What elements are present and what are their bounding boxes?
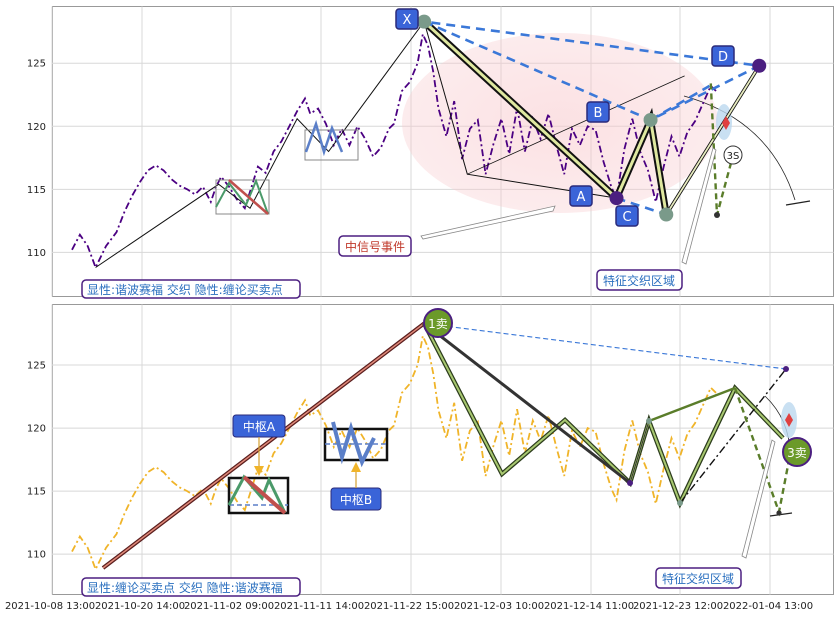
pivot-wave-a-bottom (227, 474, 287, 514)
y-tick-label: 115 (27, 487, 46, 498)
sell3-marker: 3卖 (782, 437, 812, 467)
x-tick-label: 2021-12-03 10:00 (454, 601, 544, 612)
pivot-dot (783, 366, 789, 372)
top-feature-zone-text: 特征交织区域 (603, 273, 675, 288)
pivot-dot (677, 500, 683, 506)
ac-dashed (616, 196, 667, 216)
pivot-b-text: 中枢B (340, 492, 372, 507)
x-tick-label: 2021-11-22 15:00 (364, 601, 454, 612)
c-segment (629, 420, 650, 484)
inner-stroke-b (467, 75, 685, 175)
point-dot-d (752, 58, 767, 73)
mid-signal-event-callout: 中信号事件 (338, 205, 556, 257)
x-tick-label: 2022-01-04 13:00 (723, 601, 813, 612)
top-price-line (71, 31, 717, 270)
svg-text:C: C (622, 210, 631, 225)
x-tick-label: 2021-11-02 09:00 (184, 601, 274, 612)
pivot-dot (627, 480, 633, 486)
projection-end-dot-bottom (776, 510, 782, 516)
pivot-a-text: 中枢A (243, 419, 276, 434)
bottom-grid (51, 304, 834, 595)
pivot-wave-b (304, 119, 344, 157)
blue-dashed-line (424, 322, 787, 370)
cd-leg (665, 65, 760, 216)
x-tick-label: 2021-12-23 12:00 (633, 601, 723, 612)
pivot-seg-a-bottom (242, 475, 287, 515)
top-y-axis: 110 115 120 125 (27, 59, 46, 259)
pivot-box-a-bottom (227, 476, 290, 515)
y-tick-label: 125 (27, 59, 46, 70)
point-dot-a (609, 191, 624, 206)
point-dot-x (417, 14, 432, 29)
point-d-label: D (711, 45, 735, 67)
segment-line-b (648, 386, 736, 423)
xa-leg (423, 20, 618, 200)
x-axis: 2021-10-08 13:00 2021-10-20 14:002021-11-… (5, 601, 813, 612)
up-stroke (102, 322, 425, 569)
point-dot-b (643, 112, 658, 127)
xbd-triangle (423, 20, 764, 122)
segment-line (423, 322, 631, 485)
x-tick-label: 2021-11-11 14:00 (274, 601, 364, 612)
top-legend-box: 显性:谐波赛福 交织 隐性:缠论买卖点 (81, 279, 301, 299)
mid-signal-event-text: 中信号事件 (345, 239, 405, 254)
top-price-series (71, 31, 717, 270)
point-a-label: A (569, 185, 593, 207)
svg-text:B: B (594, 106, 603, 121)
pivot-wave-b-bottom (331, 421, 376, 468)
pivot-b-callout: 中枢B (330, 462, 382, 511)
pivot-dot (646, 418, 652, 424)
svg-text:A: A (577, 190, 586, 205)
pivot-a-callout: 中枢A (232, 414, 286, 476)
pivot-box-a (215, 179, 270, 215)
bottom-feature-zone-callout: 特征交织区域 (655, 439, 776, 589)
sell3-small-marker: 3S (723, 145, 743, 165)
sell3-diamond (785, 413, 793, 427)
bottom-price-series (71, 333, 717, 572)
pivot-seg-a (228, 179, 269, 215)
y-tick-label: 115 (27, 185, 46, 196)
svg-text:D: D (718, 50, 728, 65)
bottom-legend-text: 显性:缠论买卖点 交织 隐性:谐波赛福 (87, 580, 283, 595)
bottom-feature-zone-text: 特征交织区域 (662, 571, 734, 586)
y-tick-label: 125 (27, 361, 46, 372)
sell3-small-text: 3S (727, 151, 740, 162)
svg-text:X: X (403, 13, 412, 28)
bottom-plot-area (52, 304, 834, 595)
x-tick-label: 2021-10-08 13:00 (5, 601, 95, 612)
x-tick-label: 2021-10-20 14:00 (95, 601, 185, 612)
bottom-y-axis: 110 115 120 125 (27, 361, 46, 561)
bd-dashed (649, 84, 711, 122)
y-tick-label: 120 (27, 424, 46, 435)
x-tick-label: 2021-12-14 11:00 (544, 601, 634, 612)
pivot-wave-a (215, 178, 269, 215)
projection-end-dot (714, 212, 720, 218)
y-tick-label: 120 (27, 122, 46, 133)
top-legend-text: 显性:谐波赛福 交织 隐性:缠论买卖点 (87, 282, 283, 297)
y-tick-label: 110 (27, 550, 46, 561)
bottom-legend-box: 显性:缠论买卖点 交织 隐性:谐波赛福 (81, 577, 301, 597)
y-tick-label: 110 (27, 248, 46, 259)
projection-arc-tick (785, 200, 811, 206)
sell1-text: 1卖 (428, 317, 448, 331)
sell1-marker: 1卖 (423, 308, 453, 338)
bottom-overlays (101, 321, 793, 570)
point-b-label: B (586, 101, 610, 123)
point-c-label: C (615, 205, 639, 227)
top-feature-zone-callout: 特征交织区域 (596, 147, 717, 291)
d-zone-diamond (722, 116, 730, 130)
sell3-text: 3卖 (787, 446, 807, 460)
top-overlays (95, 14, 767, 268)
bottom-price-line (71, 333, 717, 572)
black-dashdot-line (679, 368, 787, 504)
point-x-label: X (395, 8, 419, 30)
point-dot-c (659, 207, 674, 222)
